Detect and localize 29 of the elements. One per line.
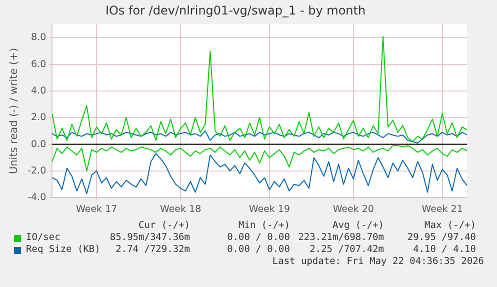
y-tick-label: 2.0 xyxy=(31,112,46,124)
text: Cur (-/+) xyxy=(138,220,190,231)
y-tick-label: -2.0 xyxy=(28,165,46,176)
y-axis-title: Units read (-) / write (+) xyxy=(8,48,20,174)
y-tick-label: 0.0 xyxy=(31,138,46,150)
text: 2.25 /707.42m xyxy=(310,244,384,255)
text: 0.00 / 0.00 xyxy=(227,232,290,243)
y-tick-label: 8.0 xyxy=(31,32,46,44)
text: Max (-/+) xyxy=(424,220,476,231)
y-tick-label: 4.0 xyxy=(31,85,46,96)
text: 0.00 / 0.00 xyxy=(227,244,290,255)
text: Last update: Fri May 22 04:36:35 2026 xyxy=(272,256,484,267)
x-tick-label: Week 21 xyxy=(422,204,463,215)
x-tick-label: Week 18 xyxy=(160,204,202,215)
legend-label: IO/sec xyxy=(26,232,60,243)
text: 4.10 / 4.10 xyxy=(413,244,476,255)
chart-title: IOs for /dev/nlring01-vg/swap_1 - by month xyxy=(105,3,366,18)
text: 2.74 /729.32m xyxy=(116,244,190,255)
y-tick-label: 6.0 xyxy=(31,58,46,70)
text: Avg (-/+) xyxy=(332,220,384,231)
text: Min (-/+) xyxy=(238,220,290,231)
legend-label: Req Size (KB) xyxy=(26,244,100,255)
text: 29.95 /97.40 xyxy=(407,232,476,243)
x-tick-label: Week 19 xyxy=(248,204,290,215)
x-tick-label: Week 20 xyxy=(332,204,374,215)
x-tick-label: Week 17 xyxy=(76,204,118,215)
text: 223.21m/698.70m xyxy=(298,232,384,243)
y-tick-label: -4.0 xyxy=(28,192,46,204)
text: 85.95m/347.36m xyxy=(110,232,190,243)
